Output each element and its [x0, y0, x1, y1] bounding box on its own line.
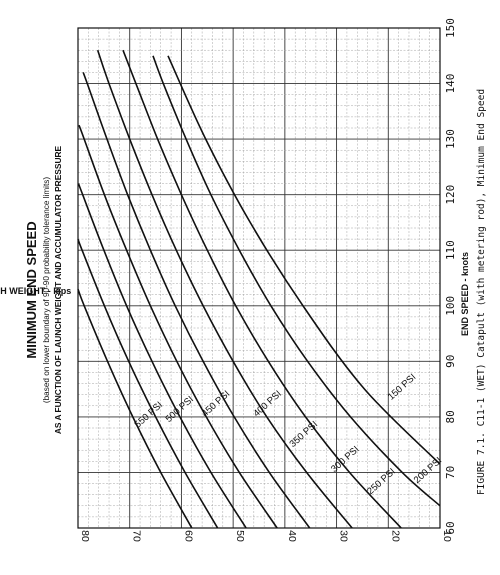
- tick-labels: 80 70 60 50 40 30 20 10607080901001101201301401…: [79, 18, 457, 542]
- chart-curves: [77, 49, 441, 529]
- curve-label-350-psi: 350 PSI: [288, 419, 320, 450]
- curve-label-150-psi: 150 PSI: [386, 372, 418, 403]
- y-axis-label: LAUNCH WEIGHT - kips: [0, 286, 71, 296]
- curve-label-200-psi: 200 PSI: [412, 455, 444, 486]
- figure-caption: FIGURE 7.1. C11-1 (WET) Catapult (with m…: [476, 89, 487, 495]
- weight-tick-label: 20: [389, 530, 401, 542]
- weight-tick-label: 10: [441, 530, 453, 542]
- chart-subtitle-line1: (based on lower boundary of 90-90 probab…: [42, 177, 51, 403]
- speed-tick-label: 60: [444, 521, 457, 534]
- curve-150-psi: [167, 55, 441, 465]
- curve-300-psi: [96, 49, 353, 529]
- curve-500-psi: [77, 238, 219, 529]
- speed-tick-label: 100: [444, 296, 457, 316]
- speed-tick-label: 80: [444, 410, 457, 423]
- curve-400-psi: [78, 124, 278, 529]
- speed-tick-label: 110: [444, 240, 457, 260]
- weight-tick-label: 40: [286, 530, 298, 542]
- speed-tick-label: 120: [444, 185, 457, 205]
- curve-450-psi: [77, 183, 247, 529]
- curve-label-300-psi: 300 PSI: [329, 444, 361, 475]
- curve-550-psi: [77, 288, 193, 529]
- speed-tick-label: 140: [444, 74, 457, 94]
- curve-250-psi: [122, 49, 402, 529]
- speed-tick-label: 150: [444, 18, 457, 38]
- curve-200-psi: [152, 55, 441, 507]
- weight-tick-label: 30: [338, 530, 350, 542]
- curve-label-250-psi: 250 PSI: [365, 466, 397, 497]
- chart-subtitle-line2: AS A FUNCTION OF LAUNCH WEIGHT AND ACCUM…: [53, 145, 63, 434]
- chart-grid: [77, 27, 441, 529]
- plot-frame: [77, 27, 441, 529]
- speed-tick-label: 90: [444, 355, 457, 368]
- speed-tick-label: 70: [444, 466, 457, 479]
- speed-tick-label: 130: [444, 129, 457, 149]
- weight-tick-label: 80: [79, 530, 91, 542]
- weight-tick-label: 60: [182, 530, 194, 542]
- curve-label-500-psi: 500 PSI: [163, 394, 195, 425]
- weight-tick-label: 70: [131, 530, 143, 542]
- x-axis-label: END SPEED - knots: [460, 252, 470, 336]
- chart-title: MINIMUM END SPEED: [24, 221, 39, 358]
- curve-label-400-psi: 400 PSI: [251, 389, 283, 420]
- weight-tick-label: 50: [234, 530, 246, 542]
- curve-350-psi: [82, 72, 311, 529]
